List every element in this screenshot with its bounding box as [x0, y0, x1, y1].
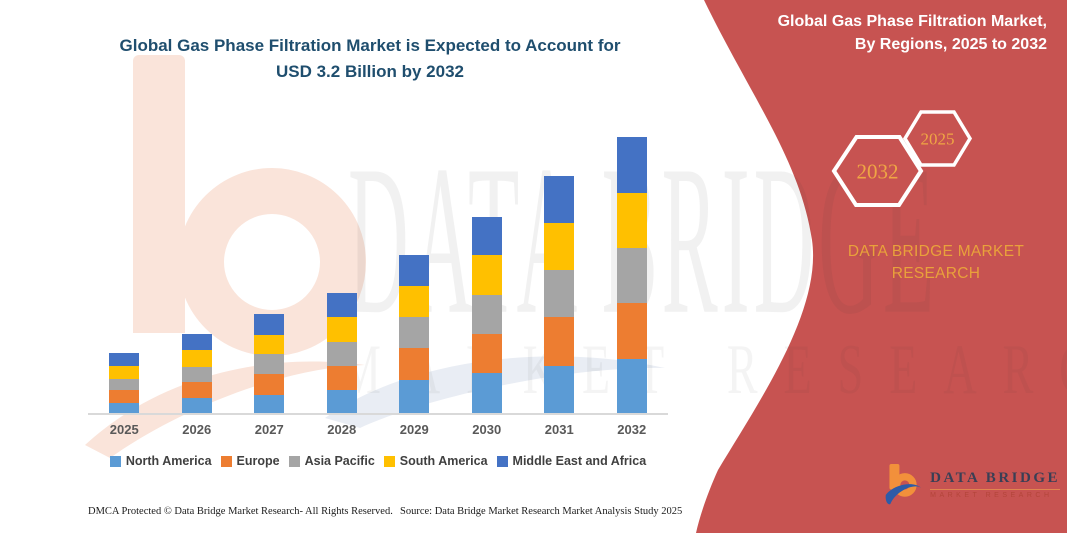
legend-marker-icon [109, 455, 121, 467]
logo-text-block: DATA BRIDGE MARKET RESEARCH [930, 470, 1060, 499]
legend-marker-icon [383, 455, 395, 467]
chart-title: Global Gas Phase Filtration Market is Ex… [105, 33, 635, 84]
hexagon-2025-label: 2025 [921, 130, 955, 149]
bar-segment-2026 [181, 382, 212, 399]
legend-item: North America [109, 454, 212, 468]
legend: North America Europe Asia Pacific South Ame… [68, 454, 688, 468]
legend-marker-icon [220, 455, 232, 467]
legend-item: Europe [220, 454, 280, 468]
bar-segment-2030 [471, 255, 502, 296]
bar-segment-2029 [399, 285, 430, 318]
bars [88, 133, 668, 415]
chart-title-line1: Global Gas Phase Filtration Market is Ex… [119, 36, 621, 55]
legend-marker-icon [496, 455, 508, 467]
bar-segment-2032 [616, 247, 647, 303]
logo-name: DATA BRIDGE [930, 469, 1060, 486]
bar-segment-2029 [399, 255, 430, 286]
footer-logo: DATA BRIDGE MARKET RESEARCH [884, 458, 1060, 510]
bar-segment-2031 [544, 317, 575, 366]
legend-label: Middle East and Africa [512, 454, 647, 468]
bar-segment-2031 [544, 222, 575, 271]
x-axis-label: 2027 [254, 422, 284, 437]
bar-segment-2029 [399, 348, 430, 381]
side-panel-heading-line2: By Regions, 2025 to 2032 [854, 36, 1047, 54]
side-panel-heading-line1: Global Gas Phase Filtration Market, [777, 13, 1047, 30]
bar-segment-2030 [471, 333, 502, 374]
bar-2031 [544, 176, 575, 413]
side-panel-heading: Global Gas Phase Filtration Market, By R… [737, 10, 1047, 56]
bar-2025 [109, 352, 140, 413]
bar-2027 [254, 313, 285, 413]
legend-item: South America [383, 454, 488, 468]
bar-2026 [181, 333, 212, 413]
legend-item: Middle East and Africa [496, 454, 647, 468]
bar-segment-2027 [254, 313, 285, 335]
bar-segment-2030 [471, 373, 502, 413]
bar-segment-2032 [616, 192, 647, 248]
databridge-logo-icon [885, 464, 922, 505]
bar-segment-2030 [471, 295, 502, 334]
legend-label: Asia Pacific [304, 454, 375, 468]
bar-segment-2025 [109, 365, 140, 379]
bar-segment-2032 [616, 137, 647, 193]
hexagon-badge-2025: 2025 [902, 110, 973, 167]
legend-label: South America [399, 454, 488, 468]
bar-segment-2028 [326, 365, 357, 390]
x-axis-label: 2025 [109, 422, 139, 437]
x-axis-label: 2031 [544, 422, 574, 437]
x-axis-label: 2030 [472, 422, 502, 437]
x-axis-label: 2026 [182, 422, 212, 437]
bar-segment-2031 [544, 365, 575, 413]
bar-segment-2026 [181, 350, 212, 367]
bar-segment-2032 [616, 358, 647, 413]
legend-marker-icon [288, 455, 300, 467]
bar-segment-2031 [544, 270, 575, 318]
footer-dmca-text: DMCA Protected © Data Bridge Market Rese… [88, 506, 393, 517]
bar-segment-2025 [109, 352, 140, 366]
bar-segment-2026 [181, 366, 212, 383]
bar-segment-2028 [326, 341, 357, 366]
bar-segment-2027 [254, 354, 285, 375]
bar-2030 [471, 216, 502, 413]
hexagon-2032-label: 2032 [857, 160, 899, 184]
logo-subtitle: MARKET RESEARCH [930, 488, 1060, 499]
brand-text: DATA BRIDGE MARKET RESEARCH [847, 243, 1025, 283]
bar-2029 [399, 255, 430, 413]
bar-segment-2025 [109, 402, 140, 413]
bar-segment-2029 [399, 380, 430, 413]
bar-segment-2027 [254, 374, 285, 395]
x-axis-label: 2029 [399, 422, 429, 437]
x-axis-label: 2028 [327, 422, 357, 437]
legend-item: Asia Pacific [288, 454, 375, 468]
bar-segment-2029 [399, 317, 430, 349]
bar-segment-2025 [109, 378, 140, 390]
bar-segment-2032 [616, 302, 647, 359]
x-axis-labels: 2025 2026 2027 2028 2029 2030 2031 2032 [88, 422, 668, 437]
legend-label: Europe [236, 454, 280, 468]
bar-2032 [616, 137, 647, 413]
bar-segment-2028 [326, 389, 357, 413]
x-axis-label: 2032 [617, 422, 647, 437]
legend-label: North America [125, 454, 212, 468]
footer-source-text: Source: Data Bridge Market Research Mark… [400, 506, 683, 517]
bar-segment-2027 [254, 334, 285, 355]
hexagon-badge-2032: 2032 [831, 135, 924, 207]
bar-segment-2028 [326, 293, 357, 318]
bar-segment-2025 [109, 389, 140, 403]
bar-segment-2026 [181, 333, 212, 351]
bar-segment-2030 [471, 216, 502, 256]
hexagon-badges: 2025 2032 [831, 110, 973, 207]
bar-segment-2031 [544, 176, 575, 223]
bar-segment-2026 [181, 398, 212, 413]
bar-segment-2027 [254, 394, 285, 413]
bar-2028 [326, 293, 357, 413]
chart-title-line2: USD 3.2 Billion by 2032 [275, 61, 464, 81]
side-panel-shape [696, 0, 1067, 533]
bar-segment-2028 [326, 317, 357, 342]
